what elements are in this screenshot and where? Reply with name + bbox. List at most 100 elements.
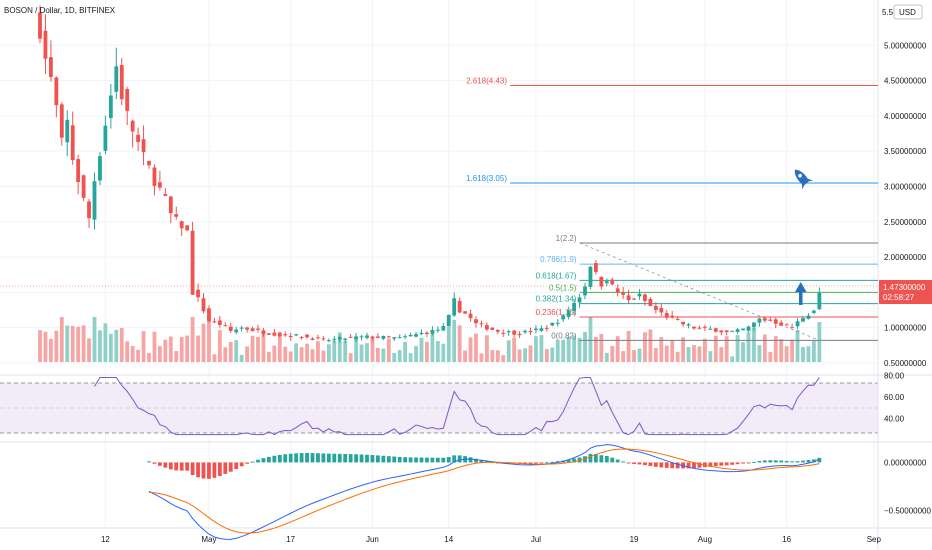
macd-histogram-bar	[316, 453, 320, 463]
volume-bar	[664, 345, 669, 362]
candle-body	[59, 104, 64, 138]
volume-bar	[544, 349, 549, 362]
macd-histogram-bar	[752, 461, 756, 463]
candle-body	[38, 12, 42, 39]
candle-body	[114, 66, 119, 92]
candle-body	[648, 298, 653, 307]
volume-bar	[321, 350, 326, 362]
volume-bar	[288, 351, 293, 362]
candle-body	[430, 329, 435, 334]
macd-histogram-bar	[152, 462, 157, 464]
candle-body	[272, 332, 277, 336]
candle-body	[523, 330, 527, 333]
volume-bar	[768, 351, 773, 362]
candle-body	[468, 313, 473, 319]
macd-histogram-bar	[692, 462, 696, 469]
candle-body	[359, 336, 364, 338]
macd-histogram-bar	[392, 456, 397, 463]
candle-body	[375, 336, 380, 338]
candle-body	[386, 336, 391, 338]
macd-histogram-bar	[337, 453, 342, 463]
candle-body	[277, 333, 282, 336]
candle-body	[185, 225, 190, 231]
macd-histogram-bar	[288, 453, 293, 463]
time-tick-label: 17	[286, 535, 295, 544]
macd-histogram-bar	[321, 453, 326, 463]
candle-body	[555, 322, 560, 324]
volume-bar	[790, 339, 795, 362]
macd-histogram-bar	[653, 462, 658, 467]
macd-histogram-bar	[550, 461, 555, 463]
candle-body	[550, 322, 555, 326]
macd-histogram-bar	[664, 462, 669, 468]
volume-bar	[692, 345, 696, 362]
macd-histogram-bar	[294, 453, 299, 463]
volume-bar	[43, 331, 48, 362]
volume-bar	[245, 346, 250, 362]
volume-bar	[310, 349, 315, 362]
candle-body	[790, 327, 795, 329]
candle-body	[168, 196, 173, 214]
volume-bar	[272, 345, 277, 362]
price-tick-label: 3.50000000	[884, 147, 927, 156]
macd-histogram-bar	[212, 462, 217, 478]
candle-body	[604, 281, 609, 284]
fibonacci-retracement[interactable]: 2.618(4.43) 1.618(3.05) 1(2.2) 0.786(1.9) 0.…	[466, 77, 878, 341]
candle-body	[534, 328, 538, 331]
candle-body	[675, 318, 680, 320]
time-axis[interactable]: 12May17Jun14Jul19Aug16Sep14Oct18Nov	[101, 535, 932, 544]
volume-bar	[735, 335, 740, 362]
candle-body	[806, 315, 811, 319]
candle-body	[239, 327, 244, 329]
macd-histogram-bar	[190, 462, 195, 476]
candle-body	[250, 328, 255, 332]
macd-histogram-bar	[386, 456, 391, 463]
candle-body	[157, 182, 162, 188]
macd-histogram-bar	[305, 452, 309, 463]
volume-bar	[223, 347, 228, 362]
volume-bar	[555, 339, 560, 362]
macd-histogram-bar	[157, 462, 162, 466]
candle-body	[288, 335, 293, 338]
macd-indicator	[147, 444, 822, 540]
fib-level-label: 0.5(1.5)	[549, 283, 577, 292]
candle-body	[174, 214, 179, 217]
volume-bar	[70, 325, 75, 362]
candle-body	[730, 330, 735, 332]
candle-body	[152, 167, 157, 186]
time-tick-label: Aug	[698, 535, 712, 544]
volume-bar	[348, 353, 353, 362]
macd-histogram-bar	[185, 462, 190, 471]
candle-body	[256, 328, 260, 330]
price-axis[interactable]: 5.5 USD	[882, 4, 923, 20]
candle-body	[752, 322, 756, 328]
candle-body	[484, 325, 489, 330]
rsi-axis-ticks: 80.00 60.00 40.00	[884, 371, 905, 423]
macd-histogram-bar	[348, 454, 353, 463]
fib-level-label: 1.618(3.05)	[466, 174, 507, 183]
volume-bar	[136, 349, 141, 362]
macd-histogram-bar	[795, 461, 800, 463]
candle-body	[572, 302, 577, 312]
time-tick-label: 19	[630, 535, 639, 544]
volume-bar	[452, 319, 457, 362]
macd-histogram-bar	[419, 457, 424, 463]
currency-button[interactable]	[893, 4, 923, 20]
macd-histogram-bar	[359, 454, 364, 463]
price-tick-label: 4.00000000	[884, 112, 927, 121]
candle-body	[326, 340, 331, 342]
volume-bar	[806, 346, 811, 362]
volume-bar	[713, 335, 718, 362]
macd-histogram-bar	[196, 462, 200, 478]
volume-bar	[757, 345, 762, 362]
macd-histogram-bar	[299, 453, 304, 463]
macd-histogram-bar	[713, 462, 718, 467]
volume-bar	[512, 337, 517, 362]
candle-body	[217, 320, 222, 325]
price-tick-label: 3.00000000	[884, 182, 927, 191]
candle-body	[310, 338, 315, 341]
volume-bar	[501, 355, 506, 362]
macd-histogram-bar	[310, 453, 315, 463]
price-tick-label: 4.50000000	[884, 77, 927, 86]
